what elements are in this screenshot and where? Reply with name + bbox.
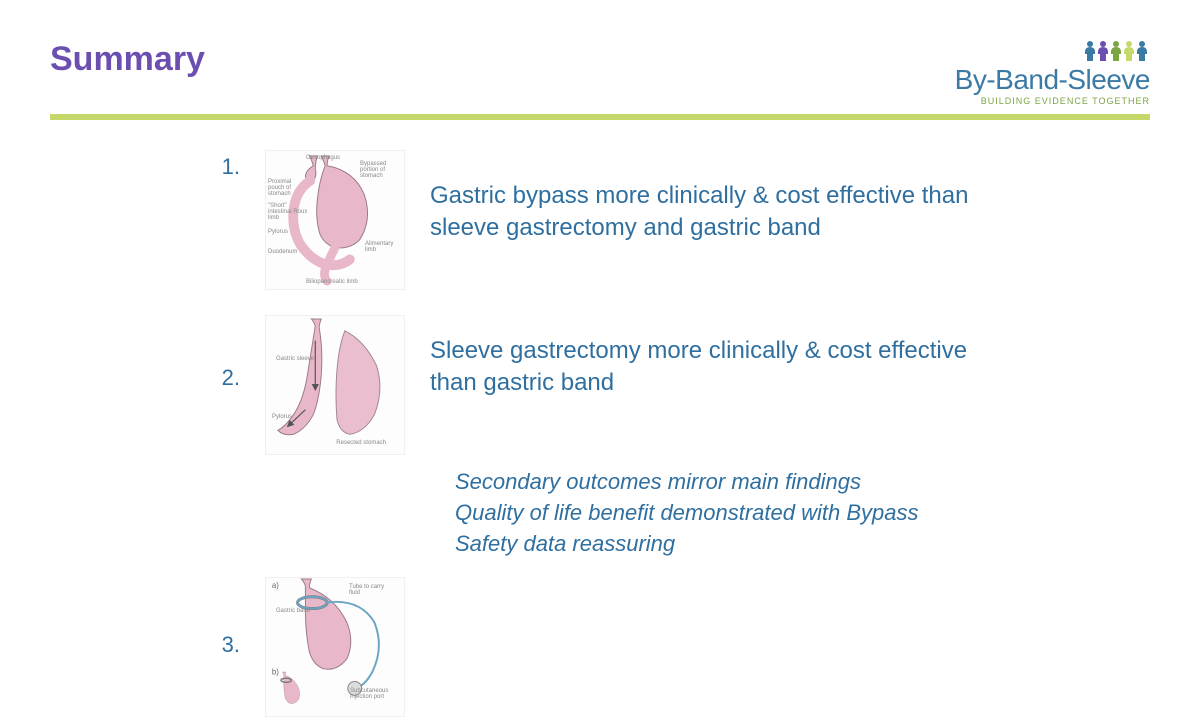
svg-text:b): b) — [272, 668, 279, 677]
item-number: 3. — [210, 577, 240, 658]
diagram-label: Duodenum — [268, 249, 297, 255]
diagram-label: Gastric sleeve — [276, 356, 314, 362]
diagram-label: Bypassed portion of stomach — [360, 161, 400, 179]
diagram-label: Oesophagus — [306, 155, 340, 161]
page-title: Summary — [50, 40, 205, 79]
title-divider — [50, 114, 1150, 120]
diagram-label: Proximal pouch of stomach — [268, 179, 308, 197]
logo-people-icons — [955, 40, 1150, 62]
item-text: Gastric bypass more clinically & cost ef… — [430, 150, 990, 245]
logo-text: By-Band-Sleeve — [955, 64, 1150, 96]
summary-item-2: 2. Gastric sleeve Pylorus Resected stoma… — [210, 315, 1150, 455]
secondary-line: Safety data reassuring — [455, 529, 1150, 560]
diagram-label: Pylorus — [268, 229, 288, 235]
header-row: Summary By-Band-Sleeve BUILDING EVIDENCE… — [50, 40, 1150, 106]
diagram-label: Gastric band — [276, 608, 310, 614]
diagram-label: Resected stomach — [336, 440, 386, 446]
svg-text:a): a) — [272, 581, 279, 590]
secondary-outcomes: Secondary outcomes mirror main findings … — [455, 467, 1150, 559]
secondary-line: Quality of life benefit demonstrated wit… — [455, 498, 1150, 529]
slide-container: Summary By-Band-Sleeve BUILDING EVIDENCE… — [0, 0, 1200, 683]
diagram-gastric-band: a) b) Tube to carry fluid Gastric band S… — [265, 577, 405, 717]
diagram-label: Biliopancreatic limb — [306, 279, 358, 285]
diagram-sleeve-gastrectomy: Gastric sleeve Pylorus Resected stomach — [265, 315, 405, 455]
logo-tagline: BUILDING EVIDENCE TOGETHER — [955, 96, 1150, 106]
secondary-line: Secondary outcomes mirror main findings — [455, 467, 1150, 498]
diagram-label: Pylorus — [272, 414, 292, 420]
item-number: 1. — [210, 150, 240, 180]
summary-item-3: 3. a) — [210, 577, 1150, 717]
item-number: 2. — [210, 315, 240, 391]
content-area: 1. Oesophagus Bypassed portion of stomac… — [50, 150, 1150, 717]
item-text: Sleeve gastrectomy more clinically & cos… — [430, 315, 990, 400]
person-icon — [1134, 40, 1150, 62]
diagram-label: Alimentary limb — [365, 241, 400, 253]
diagram-gastric-bypass: Oesophagus Bypassed portion of stomach P… — [265, 150, 405, 290]
diagram-label: Tube to carry fluid — [349, 584, 394, 596]
logo-block: By-Band-Sleeve BUILDING EVIDENCE TOGETHE… — [955, 40, 1150, 106]
summary-item-1: 1. Oesophagus Bypassed portion of stomac… — [210, 150, 1150, 290]
diagram-label: Subcutaneous injection port — [350, 688, 398, 700]
diagram-label: "Short" intestinal Roux limb — [268, 203, 308, 221]
